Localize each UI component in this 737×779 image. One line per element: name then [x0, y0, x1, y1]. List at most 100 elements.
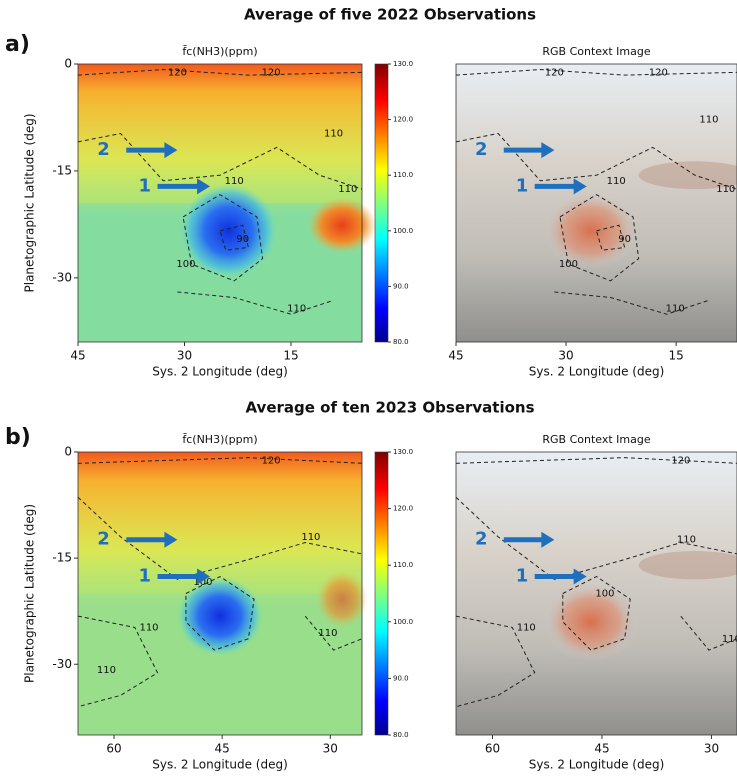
- x-tick-label: 60: [106, 742, 121, 756]
- arrow-head: [541, 531, 555, 548]
- arrow-label: 1: [516, 566, 529, 587]
- contour: [455, 132, 737, 190]
- contour-label: 110: [722, 634, 737, 645]
- panel-title: RGB Context Image: [542, 45, 650, 58]
- contour: [562, 575, 631, 651]
- contour-label: 110: [677, 535, 696, 546]
- contour-label: 110: [517, 622, 536, 633]
- x-axis-label: Sys. 2 Longitude (deg): [529, 365, 665, 379]
- contour-label: 120: [545, 67, 564, 78]
- contour-label: 110: [301, 532, 320, 543]
- x-tick-label: 45: [448, 349, 463, 363]
- arrow-head: [197, 568, 211, 585]
- colorbar-tick-label: 110.0: [393, 171, 413, 179]
- x-tick-label: 45: [594, 742, 609, 756]
- contour-label: 120: [168, 67, 187, 78]
- contour-label: 110: [287, 304, 306, 315]
- x-axis-label: Sys. 2 Longitude (deg): [152, 758, 288, 772]
- contour-label: 110: [225, 176, 244, 187]
- contour: [455, 457, 737, 464]
- arrow-label: 2: [97, 139, 110, 160]
- arrow-head: [164, 531, 178, 548]
- colorbar-tick-label: 130.0: [393, 448, 413, 456]
- panel-title: RGB Context Image: [542, 433, 650, 446]
- contour: [219, 224, 250, 251]
- colorbar-tick-label: 90.0: [393, 282, 409, 290]
- contour: [304, 615, 363, 651]
- contour-label: 120: [649, 67, 668, 78]
- panel: 120 110 110 110 100 2 1: [455, 452, 737, 735]
- x-tick-label: 45: [215, 742, 230, 756]
- image-band: [638, 551, 737, 580]
- colorbar-tick-label: 110.0: [393, 561, 413, 569]
- contour-label: 110: [97, 665, 116, 676]
- contour-label: 110: [324, 129, 343, 140]
- arrow-label: 2: [475, 529, 488, 550]
- panel-title: f̄c(NH3)(ppm): [182, 45, 257, 58]
- contour-label: 100: [595, 589, 614, 600]
- colorbar-tick-label: 130.0: [393, 60, 413, 68]
- y-axis-label: Planetographic Latitude (deg): [23, 504, 37, 683]
- colorbar-tick-label: 80.0: [393, 731, 409, 739]
- colorbar-tick-label: 100.0: [393, 618, 413, 626]
- contour-label: 110: [607, 176, 626, 187]
- arrow-head: [197, 178, 211, 195]
- x-axis-label: Sys. 2 Longitude (deg): [529, 758, 665, 772]
- colorbar-tick-label: 120.0: [393, 505, 413, 513]
- arrow-label: 2: [475, 139, 488, 160]
- colorbar-tick-label: 120.0: [393, 116, 413, 124]
- y-tick-label: -30: [52, 657, 72, 671]
- image-spot: [543, 191, 639, 270]
- y-tick-label: -15: [52, 163, 72, 177]
- x-tick-label: 45: [70, 349, 85, 363]
- x-axis-label: Sys. 2 Longitude (deg): [152, 365, 288, 379]
- panel-label: a): [5, 32, 30, 57]
- contour-label: 90: [618, 234, 631, 245]
- contour: [596, 224, 626, 251]
- contour-label: 100: [559, 259, 578, 270]
- arrow-head: [164, 142, 178, 159]
- heatmap-high: [316, 570, 368, 628]
- contour-label: 100: [193, 577, 212, 588]
- contour: [182, 194, 264, 282]
- x-tick-label: 30: [323, 742, 338, 756]
- contour: [680, 615, 737, 651]
- contour-label: 110: [699, 115, 718, 126]
- contour: [185, 575, 255, 651]
- section-title: Average of five 2022 Observations: [244, 6, 536, 24]
- panel: 120 120 110 110 110 110 100 90 2 1: [77, 64, 377, 342]
- contour: [455, 496, 737, 580]
- contour-label: 110: [139, 622, 158, 633]
- panel-title: f̄c(NH3)(ppm): [182, 433, 257, 446]
- colorbar: [374, 63, 389, 343]
- panel-label: b): [5, 425, 31, 450]
- colorbar: [374, 451, 389, 736]
- x-tick-label: 30: [704, 742, 719, 756]
- x-tick-label: 30: [177, 349, 192, 363]
- x-tick-label: 60: [485, 742, 500, 756]
- contour-label: 100: [176, 259, 195, 270]
- y-axis-label: Planetographic Latitude (deg): [23, 113, 37, 292]
- panel: 120 120 110 110 110 110 100 90 2 1: [455, 64, 737, 342]
- y-tick-label: -30: [52, 270, 72, 284]
- colorbar-tick-label: 100.0: [393, 227, 413, 235]
- y-tick-label: 0: [64, 445, 72, 459]
- contour: [77, 457, 363, 464]
- panel: 120 110 110 110 110 100 2 1: [77, 452, 368, 735]
- contour: [77, 69, 363, 76]
- arrow-head: [573, 178, 587, 195]
- contour-label: 120: [262, 67, 281, 78]
- heatmap-high: [308, 197, 377, 254]
- contour: [177, 291, 334, 315]
- heatmap-low: [177, 576, 263, 656]
- x-tick-label: 30: [558, 349, 573, 363]
- contour-label: 110: [666, 304, 685, 315]
- contour-label: 110: [716, 184, 735, 195]
- arrow-label: 1: [138, 566, 151, 587]
- arrow-head: [573, 568, 587, 585]
- contour-label: 120: [262, 455, 281, 466]
- contour-label: 90: [236, 234, 249, 245]
- contour: [455, 69, 737, 76]
- plot-frame: [455, 451, 737, 736]
